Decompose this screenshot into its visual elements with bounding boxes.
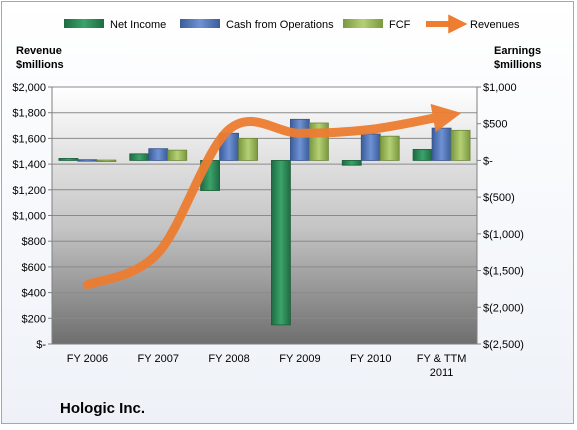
bar-cash-from-operations	[77, 159, 98, 162]
bar-net-income	[271, 160, 291, 326]
bar-net-income	[412, 149, 433, 161]
bar-cash-from-operations	[148, 148, 169, 161]
left-tick-label: $800	[22, 236, 46, 248]
bar-fcf	[379, 135, 400, 161]
right-tick-label: $(2,500)	[483, 339, 524, 351]
category-label: FY 2010	[350, 353, 391, 365]
right-tick-label: $(2,000)	[483, 302, 524, 314]
gridlines	[51, 86, 478, 345]
left-tick-label: $1,400	[12, 159, 46, 171]
right-tick-label: $-	[483, 155, 493, 167]
chart: $- $200 $400 $600 $800 $1,000 $1,200 $1,400 $1,6…	[12, 14, 542, 417]
category-label: FY 2007	[138, 353, 179, 365]
legend-swatch-net-income	[64, 19, 104, 28]
left-tick-label: $1,600	[12, 133, 46, 145]
legend: Net Income Cash from Operations FCF Reve…	[64, 14, 520, 34]
category-label: FY 2006	[67, 353, 108, 365]
legend-label-fcf: FCF	[389, 19, 411, 31]
category-label: FY 2009	[279, 353, 320, 365]
legend-label-cash-from-operations: Cash from Operations	[226, 19, 334, 31]
right-axis-label-line1: Earnings	[494, 45, 541, 57]
bar-fcf	[96, 159, 117, 162]
left-tick-label: $1,800	[12, 108, 46, 120]
left-axis-label-line2: $millions	[16, 59, 64, 71]
right-axis-ticks: $(2,500) $(2,000) $(1,500) $(1,000) $(500) $-…	[477, 82, 524, 351]
bar-net-income	[341, 160, 362, 166]
right-tick-label: $(500)	[483, 192, 515, 204]
category-label: FY 2008	[208, 353, 249, 365]
bar-cash-from-operations	[431, 127, 452, 161]
category-label: FY & TTM	[417, 353, 467, 365]
legend-label-revenues: Revenues	[470, 19, 520, 31]
left-tick-label: $200	[22, 313, 46, 325]
left-tick-label: $600	[22, 262, 46, 274]
chart-frame: $- $200 $400 $600 $800 $1,000 $1,200 $1,400 $1,6…	[1, 1, 574, 424]
right-axis-label-line2: $millions	[494, 59, 542, 71]
right-tick-label: $1,000	[483, 82, 517, 94]
legend-swatch-fcf	[343, 19, 383, 28]
bar-fcf	[238, 137, 258, 161]
bar-cash-from-operations	[290, 118, 310, 161]
right-tick-label: $(1,500)	[483, 266, 524, 278]
bar-cash-from-operations	[360, 133, 381, 161]
category-labels: FY 2006 FY 2007 FY 2008 FY 2009 FY 2010 FY & …	[67, 353, 467, 379]
right-tick-label: $(1,000)	[483, 229, 524, 241]
revenue-line-path	[82, 103, 462, 290]
legend-label-net-income: Net Income	[110, 19, 166, 31]
left-axis-label-line1: Revenue	[16, 45, 62, 57]
revenue-line	[82, 103, 462, 290]
right-tick-label: $500	[483, 119, 507, 131]
left-tick-label: $1,000	[12, 211, 46, 223]
legend-swatch-cash-from-operations	[180, 19, 220, 28]
left-axis-ticks: $- $200 $400 $600 $800 $1,000 $1,200 $1,400 $1,6…	[12, 82, 52, 351]
left-tick-label: $400	[22, 288, 46, 300]
left-tick-label: $-	[36, 339, 46, 351]
chart-title: Hologic Inc.	[60, 400, 145, 417]
left-tick-label: $2,000	[12, 82, 46, 94]
left-tick-label: $1,200	[12, 185, 46, 197]
bar-net-income	[129, 153, 150, 161]
bar-fcf	[167, 149, 188, 161]
category-label: 2011	[430, 367, 454, 379]
bar-net-income	[58, 158, 79, 161]
bar-fcf	[450, 129, 471, 161]
